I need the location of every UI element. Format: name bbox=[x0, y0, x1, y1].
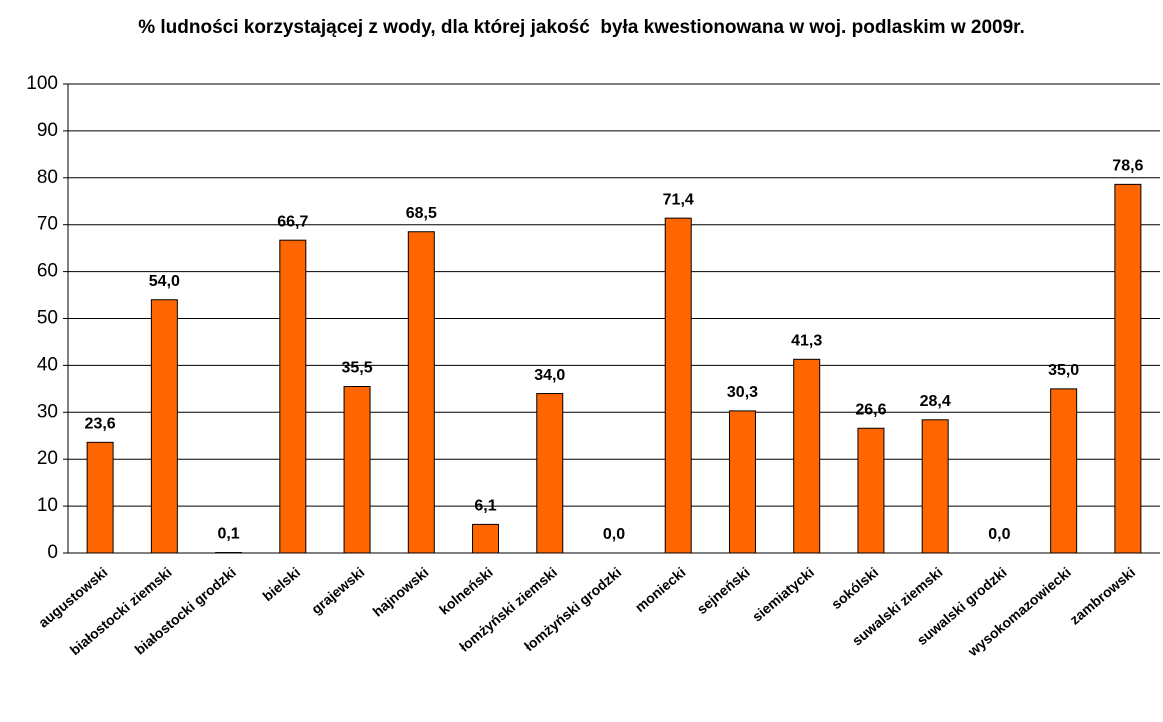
y-tick-label: 90 bbox=[37, 120, 58, 141]
y-tick-label: 40 bbox=[37, 354, 58, 375]
value-label: 78,6 bbox=[1112, 158, 1143, 175]
y-tick-label: 60 bbox=[37, 261, 58, 282]
value-label: 35,0 bbox=[1048, 362, 1079, 379]
x-tick-label: siemiatycki bbox=[749, 564, 817, 625]
x-tick-label: hajnowski bbox=[369, 564, 431, 620]
value-label: 68,5 bbox=[406, 205, 437, 222]
value-label: 71,4 bbox=[663, 191, 694, 208]
value-label: 35,5 bbox=[341, 360, 372, 377]
value-label: 34,0 bbox=[534, 367, 565, 384]
value-label: 41,3 bbox=[791, 333, 822, 350]
x-tick-label: grajewski bbox=[308, 564, 367, 617]
bar bbox=[343, 386, 371, 554]
value-label: 28,4 bbox=[920, 393, 951, 410]
x-tick-label: bielski bbox=[259, 564, 303, 604]
chart-title: % ludności korzystającej z wody, dla któ… bbox=[138, 17, 1025, 38]
bar bbox=[921, 419, 949, 554]
x-tick-label: kolneński bbox=[436, 564, 496, 618]
y-tick-label: 30 bbox=[37, 401, 58, 422]
bar bbox=[664, 217, 692, 554]
value-label: 0,1 bbox=[217, 526, 239, 543]
value-label: 6,1 bbox=[474, 498, 496, 515]
bar bbox=[407, 231, 435, 554]
bar bbox=[728, 410, 756, 554]
value-label: 66,7 bbox=[277, 213, 308, 230]
value-label: 23,6 bbox=[85, 416, 116, 433]
value-label: 26,6 bbox=[855, 401, 886, 418]
value-label: 54,0 bbox=[149, 273, 180, 290]
bar bbox=[150, 299, 178, 554]
x-tick-label: moniecki bbox=[632, 564, 689, 615]
value-label: 0,0 bbox=[988, 526, 1010, 543]
bar bbox=[1050, 388, 1078, 554]
bar bbox=[86, 441, 114, 554]
bar bbox=[472, 523, 500, 554]
bar bbox=[536, 393, 564, 554]
y-tick-label: 20 bbox=[37, 448, 58, 469]
bar bbox=[1114, 183, 1142, 554]
y-tick-label: 100 bbox=[26, 73, 58, 94]
bar bbox=[857, 427, 885, 554]
bar bbox=[279, 239, 307, 554]
y-tick-label: 0 bbox=[47, 542, 58, 563]
y-tick-label: 10 bbox=[37, 495, 58, 516]
value-label: 0,0 bbox=[603, 526, 625, 543]
bar bbox=[793, 358, 821, 554]
y-tick-label: 50 bbox=[37, 308, 58, 329]
value-label: 30,3 bbox=[727, 384, 758, 401]
x-tick-label: sokólski bbox=[828, 564, 881, 612]
x-tick-label: zambrowski bbox=[1067, 564, 1139, 628]
y-tick-label: 80 bbox=[37, 167, 58, 188]
x-tick-label: wysokomazowiecki bbox=[964, 564, 1074, 660]
y-tick-label: 70 bbox=[37, 214, 58, 235]
x-tick-label: sejneński bbox=[694, 564, 753, 617]
